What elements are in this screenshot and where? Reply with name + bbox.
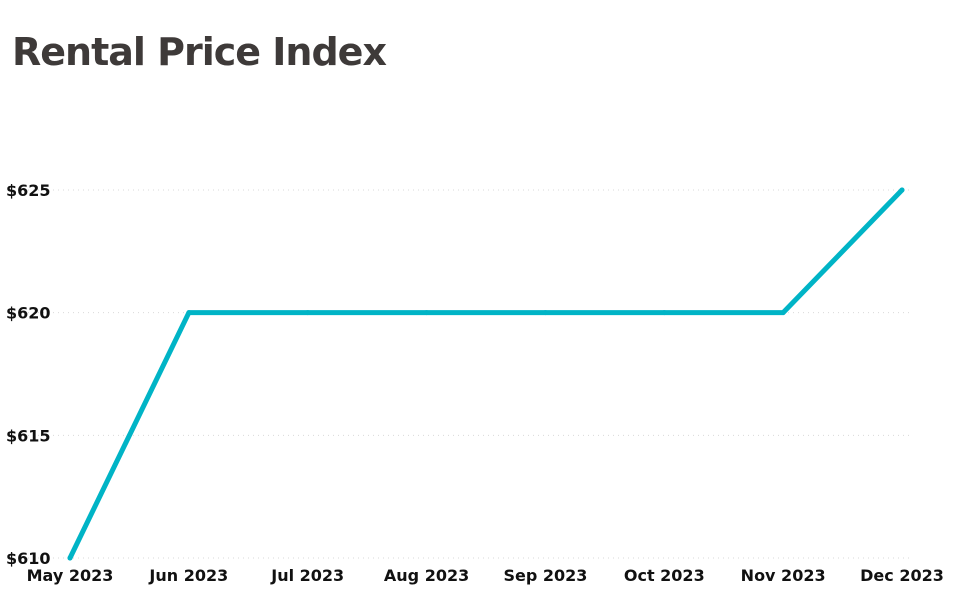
data-point: [899, 187, 905, 193]
x-tick-label: Jul 2023: [270, 566, 344, 585]
data-point: [661, 310, 667, 316]
x-tick-label: Sep 2023: [503, 566, 587, 585]
data-point: [780, 310, 786, 316]
y-axis: $610 $615 $620 $625: [6, 181, 51, 568]
y-tick-label: $620: [6, 304, 51, 323]
x-tick-label: Jun 2023: [148, 566, 228, 585]
data-point: [67, 555, 73, 561]
data-point: [186, 310, 192, 316]
data-point: [305, 310, 311, 316]
series-layer: [67, 187, 905, 561]
data-point: [542, 310, 548, 316]
x-tick-label: Oct 2023: [624, 566, 705, 585]
x-tick-label: Nov 2023: [741, 566, 826, 585]
y-tick-label: $610: [6, 549, 51, 568]
y-tick-label: $615: [6, 426, 51, 445]
x-tick-label: Aug 2023: [384, 566, 469, 585]
chart-title: Rental Price Index: [12, 30, 387, 74]
y-tick-label: $625: [6, 181, 51, 200]
gridlines: [8, 189, 912, 559]
x-axis: May 2023 Jun 2023 Jul 2023 Aug 2023 Sep 2023…: [27, 566, 944, 585]
x-tick-label: May 2023: [27, 566, 114, 585]
series-line: [67, 187, 905, 561]
data-point: [424, 310, 430, 316]
x-tick-label: Dec 2023: [860, 566, 944, 585]
